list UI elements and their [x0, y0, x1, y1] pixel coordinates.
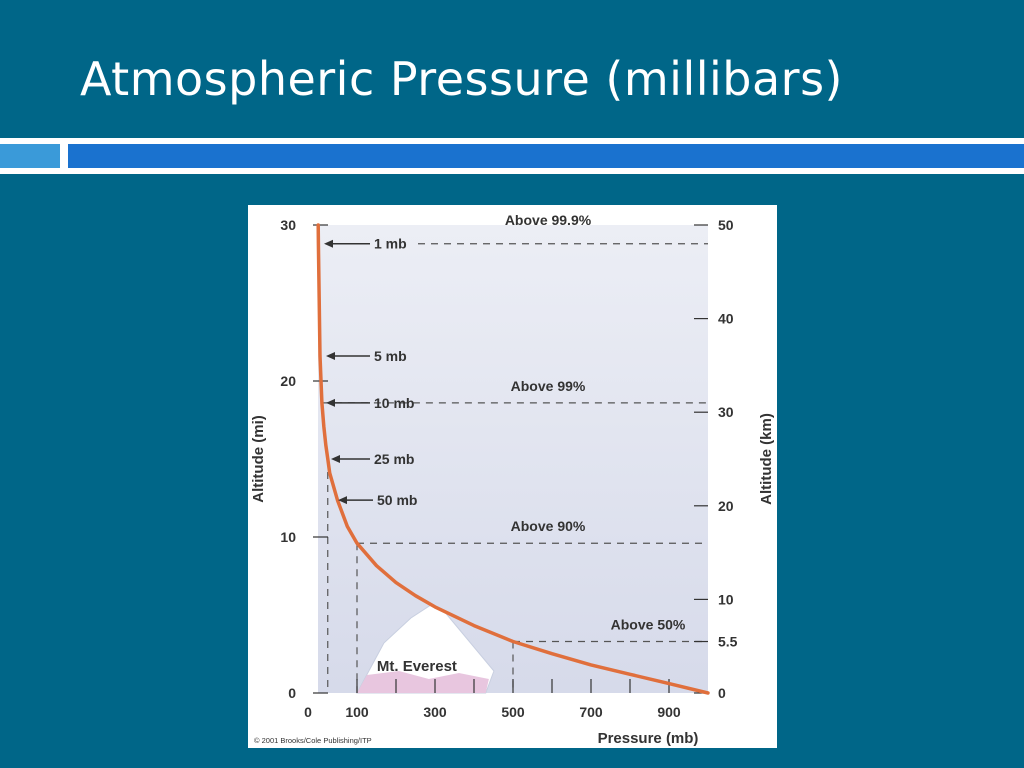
- left-tick-label: 10: [280, 529, 296, 545]
- pressure-label: 1 mb: [374, 236, 407, 252]
- pressure-label: 25 mb: [374, 451, 414, 467]
- mountain-base: [357, 671, 489, 693]
- bottom-tick-label: 0: [304, 704, 312, 720]
- left-tick-label: 20: [280, 373, 296, 389]
- bottom-tick-label: 900: [657, 704, 681, 720]
- pressure-arrowhead: [331, 455, 340, 463]
- left-tick-label: 30: [280, 217, 296, 233]
- right-tick-label: 40: [718, 311, 734, 327]
- bottom-tick-label: 300: [423, 704, 447, 720]
- pressure-arrowhead: [324, 239, 333, 248]
- mountain-label: Mt. Everest: [377, 658, 457, 675]
- threshold-label: Above 90%: [511, 518, 586, 534]
- plot-background: [318, 225, 708, 693]
- copyright-credit: © 2001 Brooks/Cole Publishing/ITP: [254, 736, 372, 745]
- threshold-label: Above 99.9%: [505, 212, 592, 228]
- right-tick-label: 10: [718, 591, 734, 607]
- right-tick-label: 5.5: [718, 634, 738, 650]
- divider-accent-left: [0, 144, 60, 168]
- pressure-label: 50 mb: [377, 492, 417, 508]
- x-axis-title: Pressure (mb): [598, 730, 699, 747]
- threshold-label: Above 99%: [511, 378, 586, 394]
- pressure-label: 10 mb: [374, 395, 414, 411]
- right-tick-label: 50: [718, 217, 734, 233]
- chart-panel: Mt. Everest 0 10 20 30 0 5.5 10 20 30 40 50 0 100 300…: [248, 205, 777, 748]
- slide-title: Atmospheric Pressure (millibars): [80, 52, 844, 106]
- y-axis-title-right: Altitude (km): [758, 413, 775, 505]
- pressure-arrowhead: [326, 398, 335, 407]
- pressure-label: 5 mb: [374, 348, 407, 364]
- y-axis-title-left: Altitude (mi): [250, 415, 267, 503]
- pressure-arrowhead: [326, 352, 335, 361]
- pressure-arrowhead: [338, 496, 347, 505]
- right-tick-label: 0: [718, 685, 726, 701]
- bottom-tick-label: 100: [345, 704, 369, 720]
- divider-accent-right: [68, 144, 1024, 168]
- left-tick-label: 0: [288, 685, 296, 701]
- right-tick-label: 30: [718, 404, 734, 420]
- right-tick-label: 20: [718, 498, 734, 514]
- bottom-tick-label: 700: [579, 704, 603, 720]
- threshold-label: Above 50%: [611, 617, 686, 633]
- pressure-curve: [316, 223, 710, 695]
- bottom-tick-label: 500: [501, 704, 525, 720]
